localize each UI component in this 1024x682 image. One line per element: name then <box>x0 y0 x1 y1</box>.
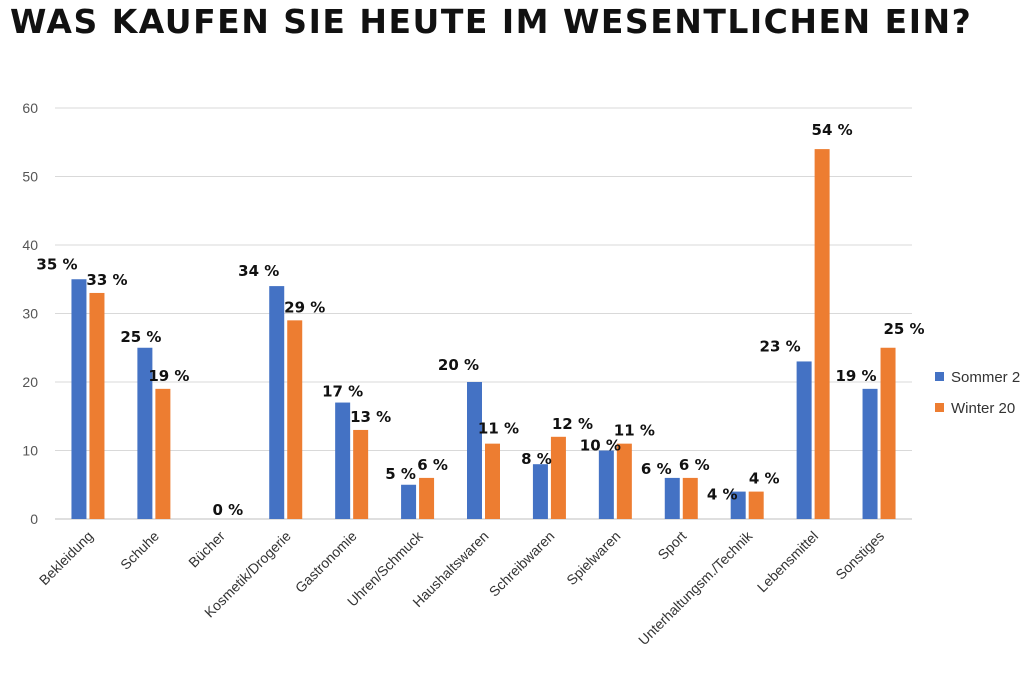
legend-label: Sommer 2 <box>951 369 1020 386</box>
data-label: 17 % <box>322 383 363 401</box>
data-label: 20 % <box>438 356 479 374</box>
y-tick-label: 10 <box>22 443 38 459</box>
bar-sommer <box>467 382 482 519</box>
y-axis-ticks: 0 10 20 30 40 50 60 <box>22 100 38 527</box>
x-tick-label: Spielwaren <box>563 528 623 588</box>
y-tick-label: 30 <box>22 306 38 322</box>
x-axis-labels: Bekleidung Schuhe BücherKosmetik/DrogerieG… <box>36 527 887 648</box>
bar-winter <box>616 443 632 519</box>
data-label: 6 % <box>641 460 672 478</box>
y-tick-label: 40 <box>22 237 38 253</box>
data-label: 11 % <box>614 422 655 440</box>
bar-sommer <box>532 464 548 519</box>
bar-sommer <box>664 477 680 519</box>
data-label: 29 % <box>284 298 325 316</box>
bar-winter <box>155 388 171 519</box>
bar-sommer <box>335 402 351 519</box>
y-tick-label: 60 <box>22 100 38 116</box>
y-tick-label: 50 <box>22 169 38 185</box>
bar-winter <box>287 320 303 519</box>
x-tick-label: Schuhe <box>117 528 162 573</box>
data-label: 4 % <box>749 470 780 488</box>
bar-winter <box>419 477 435 519</box>
bar-winter <box>89 292 105 519</box>
legend-swatch <box>935 403 944 412</box>
data-label: 34 % <box>238 262 279 280</box>
bar-winter <box>748 491 764 519</box>
gridlines <box>55 107 912 520</box>
data-label: 12 % <box>552 415 593 433</box>
bar-sommer <box>401 484 417 519</box>
data-label: 5 % <box>385 465 416 483</box>
x-tick-label: Schreibwaren <box>486 528 558 600</box>
data-labels: 35 %33 %25 %19 %0 %34 %29 %17 %13 %5 % 6 … <box>36 121 924 519</box>
data-label: 35 % <box>36 255 77 273</box>
data-label: 11 % <box>478 420 519 438</box>
data-label: 33 % <box>86 271 127 289</box>
bar-sommer <box>796 361 812 519</box>
legend: Sommer 2 Winter 20 <box>935 369 1020 417</box>
bar-sommer <box>71 279 87 519</box>
data-label: 13 % <box>350 408 391 426</box>
bar-sommer <box>598 450 614 519</box>
data-label: 4 % <box>707 486 738 504</box>
data-label: 6 % <box>679 456 710 474</box>
bar-winter <box>550 436 566 519</box>
bar-sommer <box>730 491 746 519</box>
data-label: 25 % <box>120 328 161 346</box>
data-label: 25 % <box>883 320 924 338</box>
legend-label: Winter 20 <box>951 400 1015 417</box>
bar-winter <box>880 347 896 519</box>
data-label: 0 % <box>212 501 243 519</box>
y-tick-label: 20 <box>22 374 38 390</box>
data-label: 54 % <box>812 121 853 139</box>
data-label: 19 % <box>148 367 189 385</box>
bar-sommer <box>269 286 285 519</box>
bar-sommer <box>862 388 878 519</box>
y-tick-label: 0 <box>30 511 38 527</box>
data-label: 23 % <box>760 337 801 355</box>
x-tick-label: Unterhaltungsm./Technik <box>635 527 756 648</box>
x-tick-label: Lebensmittel <box>754 528 821 595</box>
chart-title: WAS KAUFEN SIE HEUTE IM WESENTLICHEN EIN… <box>10 2 973 41</box>
data-label: 8 % <box>521 450 552 468</box>
bar-winter <box>682 477 698 519</box>
x-tick-label: Bücher <box>185 528 228 571</box>
bars <box>71 149 896 519</box>
data-label: 10 % <box>580 437 621 455</box>
legend-swatch <box>935 372 944 381</box>
x-tick-label: Sonstiges <box>832 528 887 583</box>
x-tick-label: Bekleidung <box>36 528 96 588</box>
bar-sommer <box>137 347 153 519</box>
bar-winter <box>814 149 830 519</box>
x-tick-label: Sport <box>654 528 689 563</box>
x-tick-label: Gastronomie <box>292 528 360 596</box>
data-label: 6 % <box>417 456 448 474</box>
data-label: 19 % <box>835 367 876 385</box>
bar-winter <box>485 443 500 519</box>
bar-winter <box>353 429 369 519</box>
